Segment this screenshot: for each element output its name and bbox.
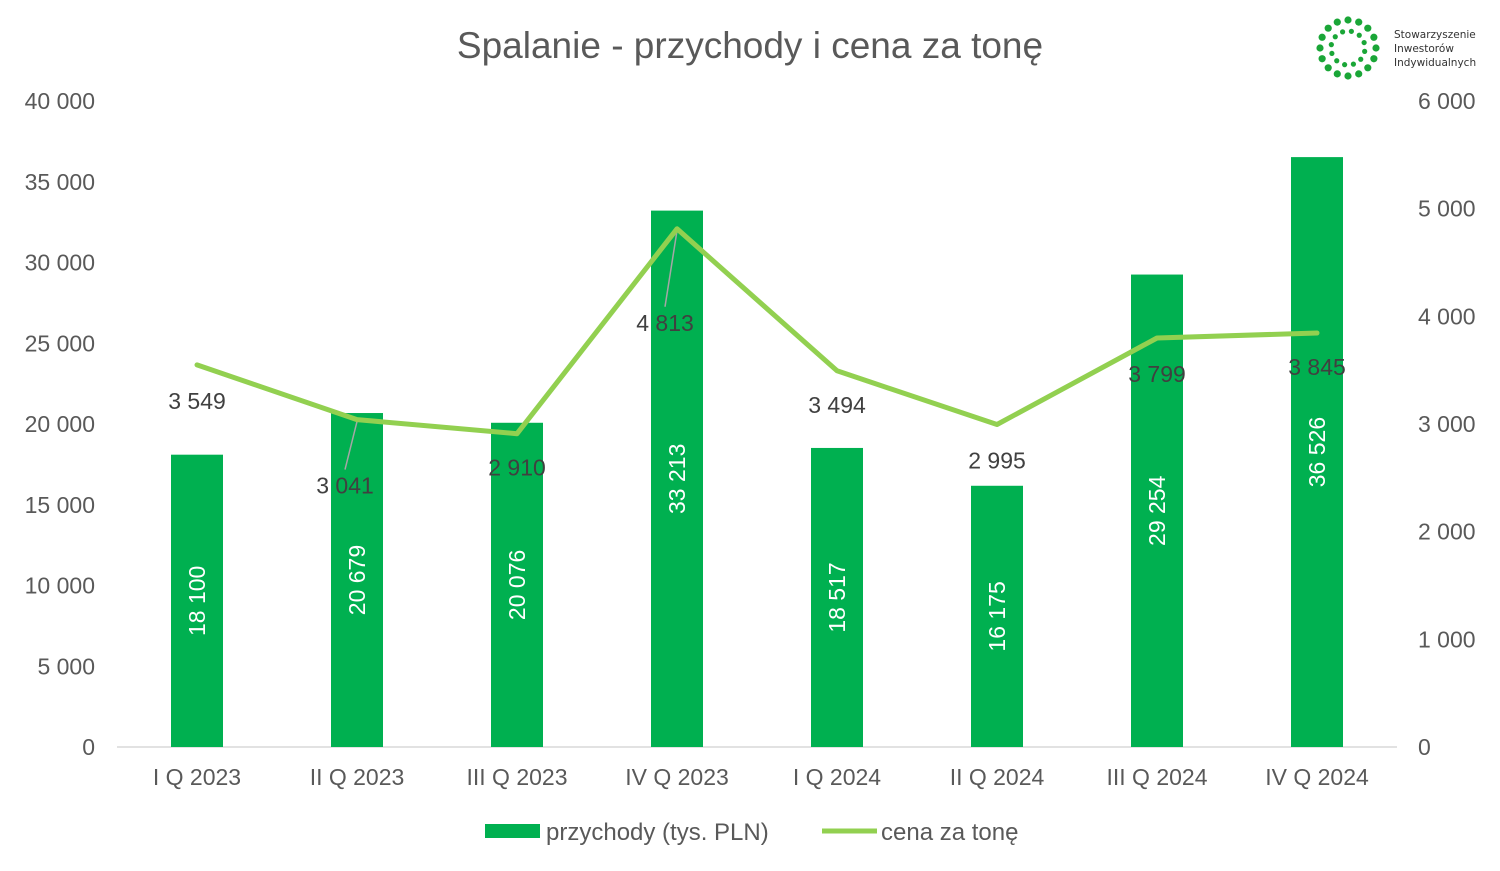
leader-line <box>344 421 358 470</box>
bar-value-label: 20 679 <box>344 545 370 615</box>
line-value-label: 2 910 <box>488 455 546 481</box>
logo-dot <box>1344 16 1352 24</box>
logo-dot <box>1318 55 1326 63</box>
logo-ring-icon <box>1316 16 1380 80</box>
bar <box>1131 274 1183 747</box>
x-tick-label: I Q 2024 <box>793 764 881 790</box>
logo-dot <box>1364 24 1372 32</box>
line-value-label: 3 041 <box>316 473 374 499</box>
right-axis: 0 1 000 2 000 3 000 4 000 5 000 6 000 <box>1418 88 1476 760</box>
x-tick-label: III Q 2024 <box>1106 764 1207 790</box>
bar <box>811 447 863 747</box>
chart-title: Spalanie - przychody i cena za tonę <box>457 25 1043 66</box>
legend-label-przychody: przychody (tys. PLN) <box>546 819 769 846</box>
logo-dot <box>1355 70 1363 78</box>
right-tick-label: 0 <box>1418 734 1431 760</box>
line-value-label: 3 549 <box>168 388 226 414</box>
x-tick-label: II Q 2024 <box>950 764 1045 790</box>
line-value-label: 3 494 <box>808 392 866 418</box>
x-tick-label: IV Q 2024 <box>1265 764 1369 790</box>
bar <box>491 422 543 747</box>
bar-value-label: 18 517 <box>824 562 850 632</box>
left-tick-label: 35 000 <box>25 169 95 195</box>
line-value-labels: 3 549 3 041 2 910 4 813 3 494 2 995 3 799 3 845 <box>168 310 1346 499</box>
line-value-label: 2 995 <box>968 448 1026 474</box>
logo-dot <box>1361 39 1367 46</box>
logo-dot <box>1333 70 1341 78</box>
x-tick-label: IV Q 2023 <box>625 764 729 790</box>
bar-value-label: 36 526 <box>1304 417 1330 487</box>
logo-dot <box>1328 42 1334 48</box>
left-tick-label: 10 000 <box>25 573 95 599</box>
right-tick-label: 1 000 <box>1418 626 1476 652</box>
left-tick-label: 30 000 <box>25 250 95 276</box>
logo-dot <box>1362 48 1368 54</box>
bar <box>331 413 383 747</box>
logo-dot <box>1342 62 1348 68</box>
leader-line <box>664 230 678 307</box>
x-tick-label: III Q 2023 <box>466 764 567 790</box>
x-axis: I Q 2023 II Q 2023 III Q 2023 IV Q 2023 I Q … <box>153 764 1369 790</box>
logo-dot <box>1339 29 1346 35</box>
right-tick-label: 2 000 <box>1418 519 1476 545</box>
left-axis: 0 5 000 10 000 15 000 20 000 25 000 30 000 35 0… <box>25 88 95 760</box>
bar-series <box>171 157 1343 747</box>
bar <box>171 454 223 747</box>
bar-value-label: 33 213 <box>664 444 690 514</box>
logo-dot <box>1372 44 1380 52</box>
logo-dot <box>1344 72 1352 80</box>
left-tick-label: 5 000 <box>37 653 95 679</box>
x-tick-label: I Q 2023 <box>153 764 241 790</box>
left-tick-label: 20 000 <box>25 411 95 437</box>
logo-dot <box>1333 18 1341 26</box>
bar <box>1291 157 1343 747</box>
right-tick-label: 6 000 <box>1418 88 1476 114</box>
line-value-label: 4 813 <box>636 310 694 336</box>
logo-line-3: Indywidualnych <box>1394 57 1477 69</box>
logo-dot <box>1370 55 1378 63</box>
bar-value-label: 18 100 <box>184 566 210 636</box>
x-tick-label: II Q 2023 <box>310 764 405 790</box>
left-tick-label: 40 000 <box>25 88 95 114</box>
right-tick-label: 3 000 <box>1418 411 1476 437</box>
logo-dot <box>1364 64 1372 72</box>
logo-dot <box>1324 24 1332 32</box>
logo: Stowarzyszenie Inwestorów Indywidualnych <box>1314 14 1494 82</box>
left-tick-label: 25 000 <box>25 330 95 356</box>
bar-value-labels: 18 100 20 679 20 076 33 213 18 517 16 175 29 2… <box>184 417 1330 652</box>
logo-dot <box>1334 58 1340 64</box>
legend: przychody (tys. PLN) cena za tonę <box>485 819 1018 846</box>
logo-line-2: Inwestorów <box>1394 43 1454 55</box>
logo-dot <box>1356 32 1362 38</box>
logo-dot <box>1358 56 1364 62</box>
logo-dot <box>1348 28 1354 34</box>
left-tick-label: 0 <box>82 734 95 760</box>
logo-dot <box>1329 50 1335 57</box>
bar <box>971 485 1023 747</box>
logo-dot <box>1350 61 1357 67</box>
logo-dot <box>1332 34 1338 40</box>
bar-value-label: 16 175 <box>984 581 1010 651</box>
line-value-label: 3 799 <box>1128 361 1186 387</box>
bar-value-label: 20 076 <box>504 550 530 620</box>
logo-dot <box>1355 18 1363 26</box>
line-value-label: 3 845 <box>1288 354 1346 380</box>
logo-wordmark: Stowarzyszenie Inwestorów Indywidualnych <box>1394 28 1476 70</box>
legend-swatch-przychody <box>485 824 540 838</box>
left-tick-label: 15 000 <box>25 492 95 518</box>
price-line <box>194 226 1320 437</box>
logo-dot <box>1316 44 1324 52</box>
leader-lines <box>344 230 678 470</box>
legend-label-cena: cena za tonę <box>881 819 1018 846</box>
logo-line-1: Stowarzyszenie <box>1394 29 1476 41</box>
bar-value-label: 29 254 <box>1144 475 1170 546</box>
logo-dot <box>1318 33 1326 41</box>
logo-dot <box>1370 33 1378 41</box>
right-tick-label: 5 000 <box>1418 196 1476 222</box>
right-tick-label: 4 000 <box>1418 303 1476 329</box>
logo-dot <box>1324 64 1332 72</box>
bar <box>651 210 703 747</box>
